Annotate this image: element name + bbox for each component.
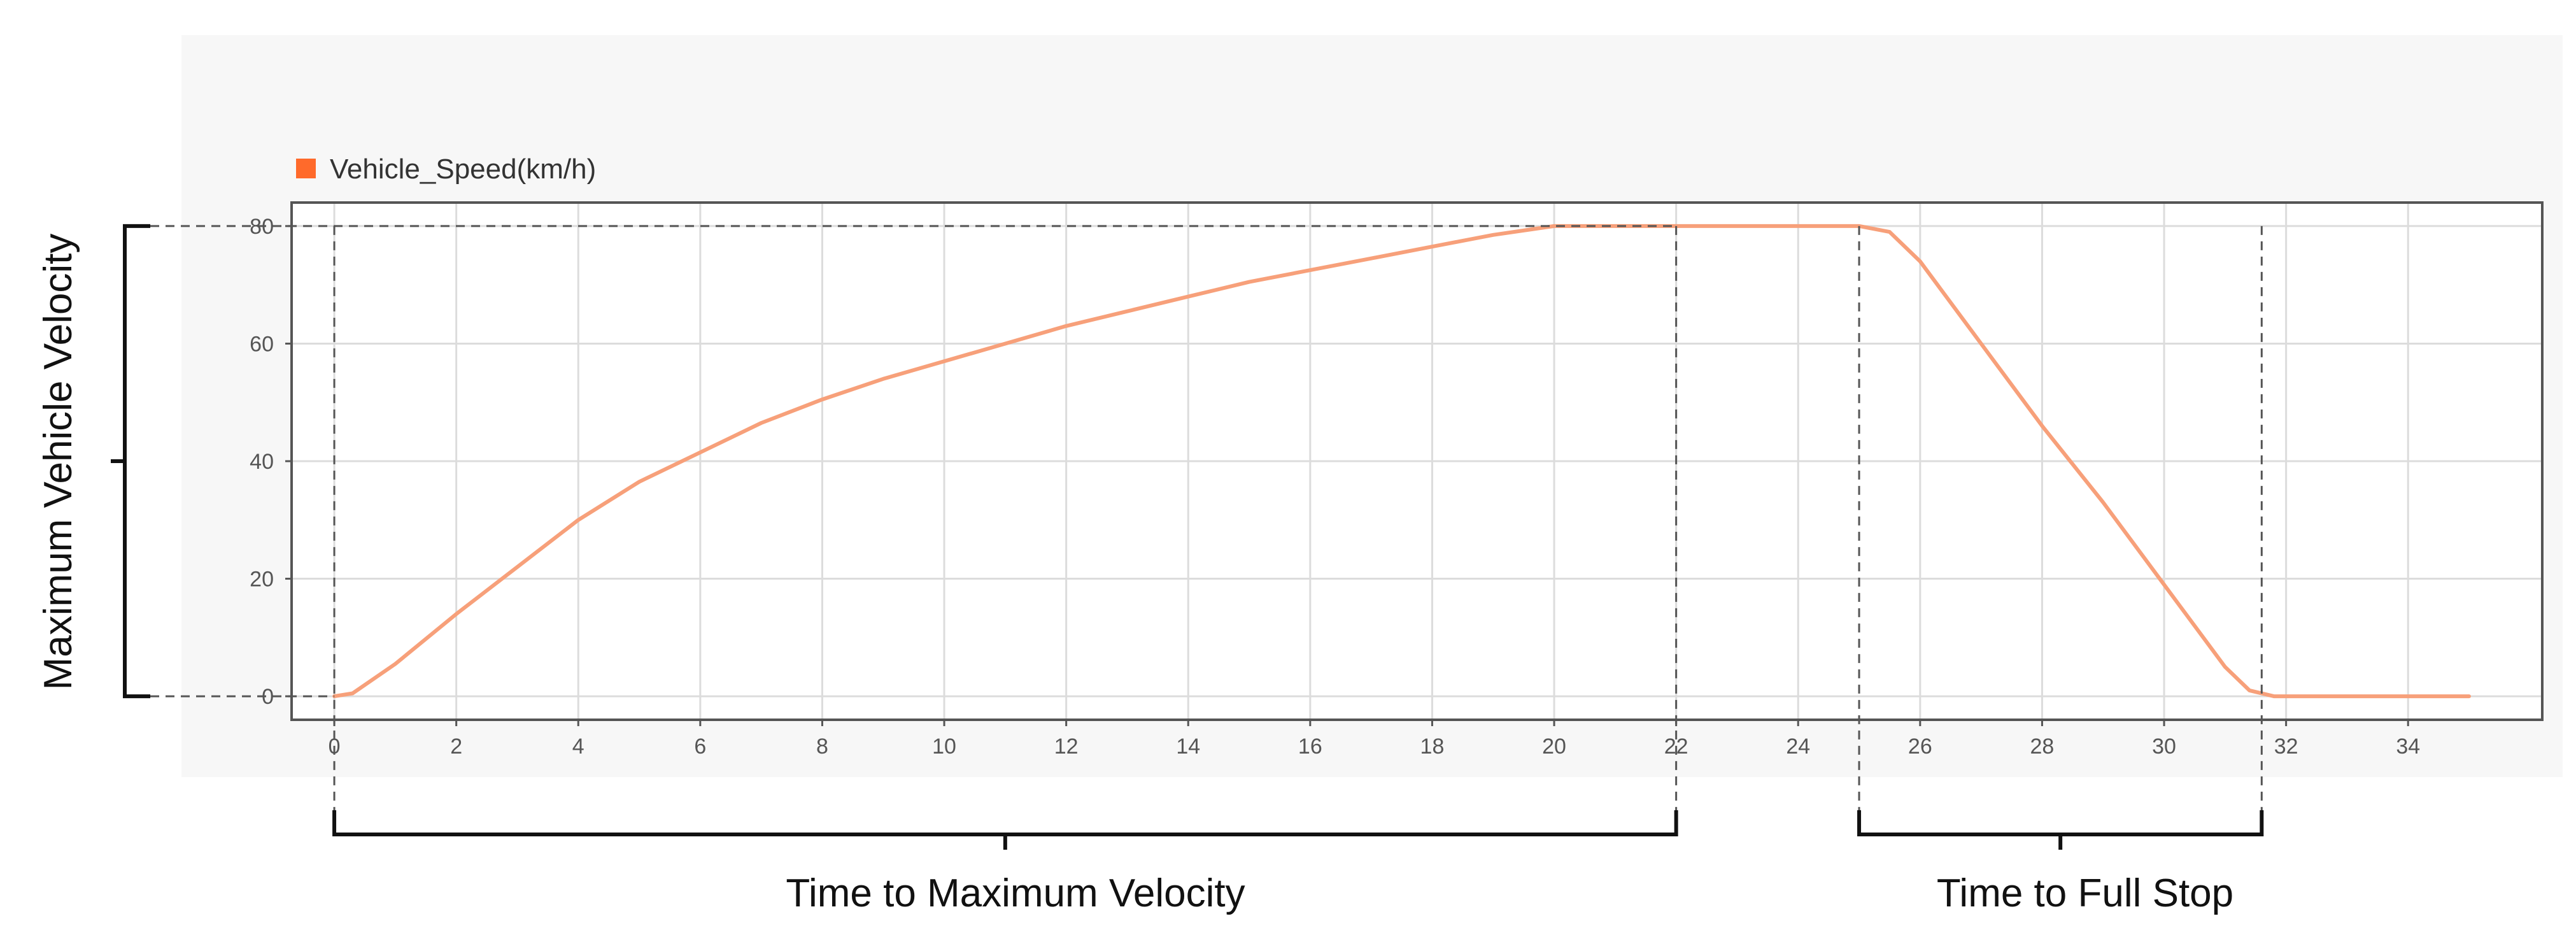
x-axis-ticks: 0 2 4 6 8 10 12 14 16 18 20 22 24 26 28 30 32 34 (329, 720, 2420, 759)
bracket-time-to-max-velocity (332, 810, 1678, 836)
x-tick-label: 18 (1420, 734, 1445, 759)
x-tick-label: 4 (572, 734, 584, 759)
y-tick-label: 20 (250, 568, 274, 592)
annotation-label-max-velocity: Maximum Vehicle Velocity (36, 234, 80, 690)
x-tick-label: 24 (1786, 734, 1810, 759)
x-tick-label: 6 (694, 734, 706, 759)
annotations: Maximum Vehicle Velocity Time to Maximum… (36, 224, 2264, 915)
x-tick-label: 34 (2396, 734, 2420, 759)
x-tick-label: 16 (1298, 734, 1322, 759)
x-tick-label: 10 (932, 734, 956, 759)
bracket-time-to-full-stop (1857, 810, 2264, 836)
x-tick-label: 30 (2152, 734, 2176, 759)
x-tick-label: 32 (2274, 734, 2298, 759)
y-tick-label: 40 (250, 450, 274, 474)
y-tick-label: 60 (250, 332, 274, 356)
annotation-label-time-to-full-stop: Time to Full Stop (1937, 871, 2233, 915)
x-tick-label: 26 (1908, 734, 1932, 759)
series-line-vehicle-speed (332, 224, 2471, 699)
x-tick-label: 8 (816, 734, 828, 759)
x-tick-label: 12 (1054, 734, 1079, 759)
annotation-label-time-to-max-velocity: Time to Maximum Velocity (786, 871, 1245, 915)
series-lines (332, 224, 2471, 699)
x-tick-label: 2 (450, 734, 462, 759)
x-tick-label: 14 (1176, 734, 1200, 759)
bracket-max-velocity (123, 224, 150, 699)
y-tick-label: 0 (262, 685, 274, 709)
legend-swatch (296, 159, 316, 178)
legend-label: Vehicle_Speed(km/h) (330, 154, 596, 185)
x-tick-label: 20 (1542, 734, 1566, 759)
legend: Vehicle_Speed(km/h) (296, 154, 596, 185)
x-tick-label: 28 (2030, 734, 2055, 759)
